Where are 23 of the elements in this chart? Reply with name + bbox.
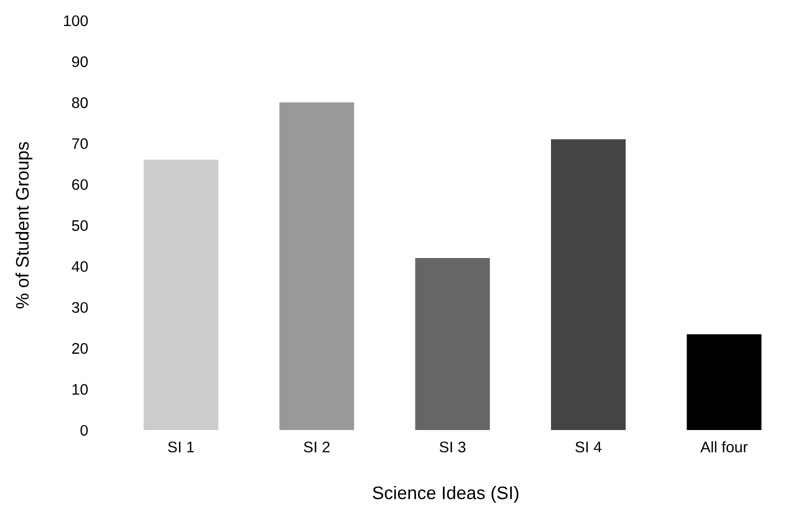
bar <box>686 334 762 430</box>
x-tick-label: SI 2 <box>304 442 330 452</box>
bar <box>144 160 218 430</box>
x-tick-label: SI 1 <box>168 442 194 452</box>
y-axis-title: % of Student Groups <box>16 142 32 308</box>
y-tick-label: 30 <box>72 302 88 313</box>
y-tick-label: 50 <box>72 220 88 231</box>
y-tick-label: 70 <box>72 138 88 150</box>
y-tick-label: 100 <box>64 15 88 26</box>
x-tick-label: SI 4 <box>575 442 602 452</box>
y-tick-label: 40 <box>72 261 88 272</box>
x-axis-title: Science Ideas (SI) <box>372 486 518 503</box>
y-tick-label: 0 <box>80 424 88 436</box>
y-tick-label: 20 <box>72 343 88 354</box>
x-tick-label: All four <box>700 441 748 452</box>
y-tick-label: 10 <box>72 384 88 395</box>
bar <box>415 258 490 430</box>
bar <box>279 102 354 430</box>
y-tick-label: 80 <box>72 97 88 108</box>
bar <box>550 139 626 430</box>
y-tick-label: 60 <box>72 179 88 190</box>
y-tick-label: 90 <box>72 56 88 68</box>
x-tick-label: SI 3 <box>440 442 466 452</box>
